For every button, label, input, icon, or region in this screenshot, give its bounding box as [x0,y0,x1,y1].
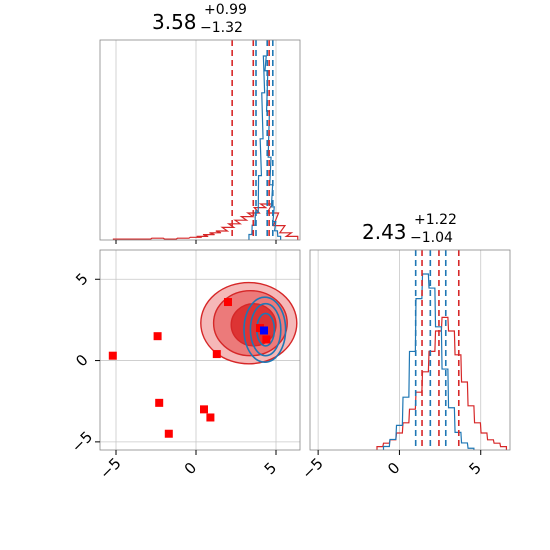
y-marginal-panel: −5 0 5 [298,249,511,483]
red-marker-0 [108,351,117,360]
blue-contour-mid [249,302,282,357]
ymarg-x-label-2: 5 [465,459,484,478]
x-title: 3.58 +0.99 −1.32 [152,2,247,36]
joint-y-label-0: −5 [68,428,96,456]
blue-marker-0 [260,326,268,335]
red-marker-3 [164,429,173,438]
blue-contour-outer [243,296,287,363]
joint-x-label-0: −5 [96,454,124,482]
joint-x-label-1: 0 [181,459,200,478]
red-marker-9 [262,335,271,344]
joint-x-label-2: 5 [261,459,280,478]
xmarg-red-hist [112,203,299,240]
red-marker-6 [212,350,221,359]
joint-y-label-1: 0 [72,351,91,370]
red-marker-4 [200,405,208,414]
ymarg-x-label-0: −5 [298,454,326,482]
y-title-minus: −1.04 [410,230,453,246]
joint-frame [99,249,301,451]
ymarg-frame [309,249,511,451]
y-title: 2.43 +1.22 −1.04 [362,212,457,246]
xmarg-frame [99,39,301,241]
red-marker-1 [153,332,162,341]
ymarg-blue-hist [382,273,475,450]
joint-y-label-2: 5 [72,270,91,289]
x-title-minus: −1.32 [200,20,243,36]
x-title-value: 3.58 [152,10,197,34]
y-title-value: 2.43 [362,220,407,244]
joint-scatter-panel: −5 0 5 −5 0 5 [68,249,301,483]
x-marginal-panel [99,39,301,244]
red-marker-7 [224,298,232,307]
x-title-plus: +0.99 [204,2,247,18]
red-marker-5 [206,413,215,422]
ymarg-x-label-1: 0 [384,459,403,478]
y-title-plus: +1.22 [414,212,457,228]
red-marker-2 [155,398,164,407]
